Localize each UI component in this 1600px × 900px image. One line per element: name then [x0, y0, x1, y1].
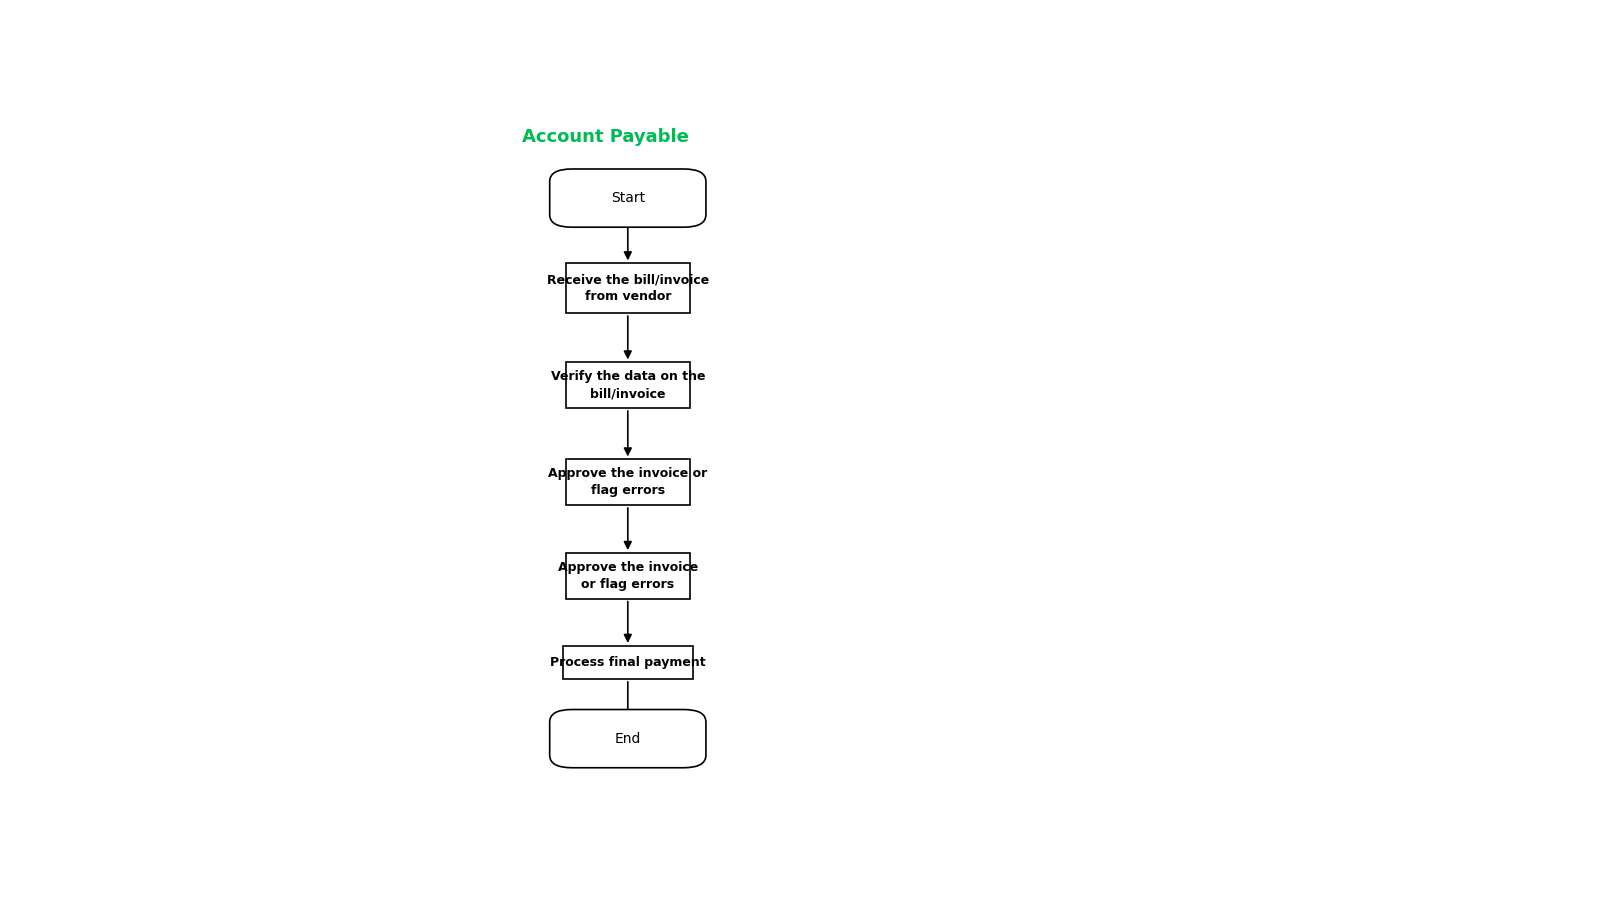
FancyBboxPatch shape	[566, 459, 690, 505]
FancyBboxPatch shape	[566, 263, 690, 313]
Text: Approve the invoice or
flag errors: Approve the invoice or flag errors	[549, 467, 707, 497]
Text: Process final payment: Process final payment	[550, 656, 706, 669]
Text: Receive the bill/invoice
from vendor: Receive the bill/invoice from vendor	[547, 274, 709, 303]
FancyBboxPatch shape	[566, 553, 690, 599]
Text: Approve the invoice
or flag errors: Approve the invoice or flag errors	[558, 561, 698, 590]
Text: Account Payable: Account Payable	[522, 128, 690, 146]
Text: Start: Start	[611, 191, 645, 205]
FancyBboxPatch shape	[566, 363, 690, 408]
FancyBboxPatch shape	[550, 709, 706, 768]
FancyBboxPatch shape	[563, 646, 693, 679]
Text: End: End	[614, 732, 642, 745]
FancyBboxPatch shape	[550, 169, 706, 227]
Text: Verify the data on the
bill/invoice: Verify the data on the bill/invoice	[550, 370, 706, 400]
